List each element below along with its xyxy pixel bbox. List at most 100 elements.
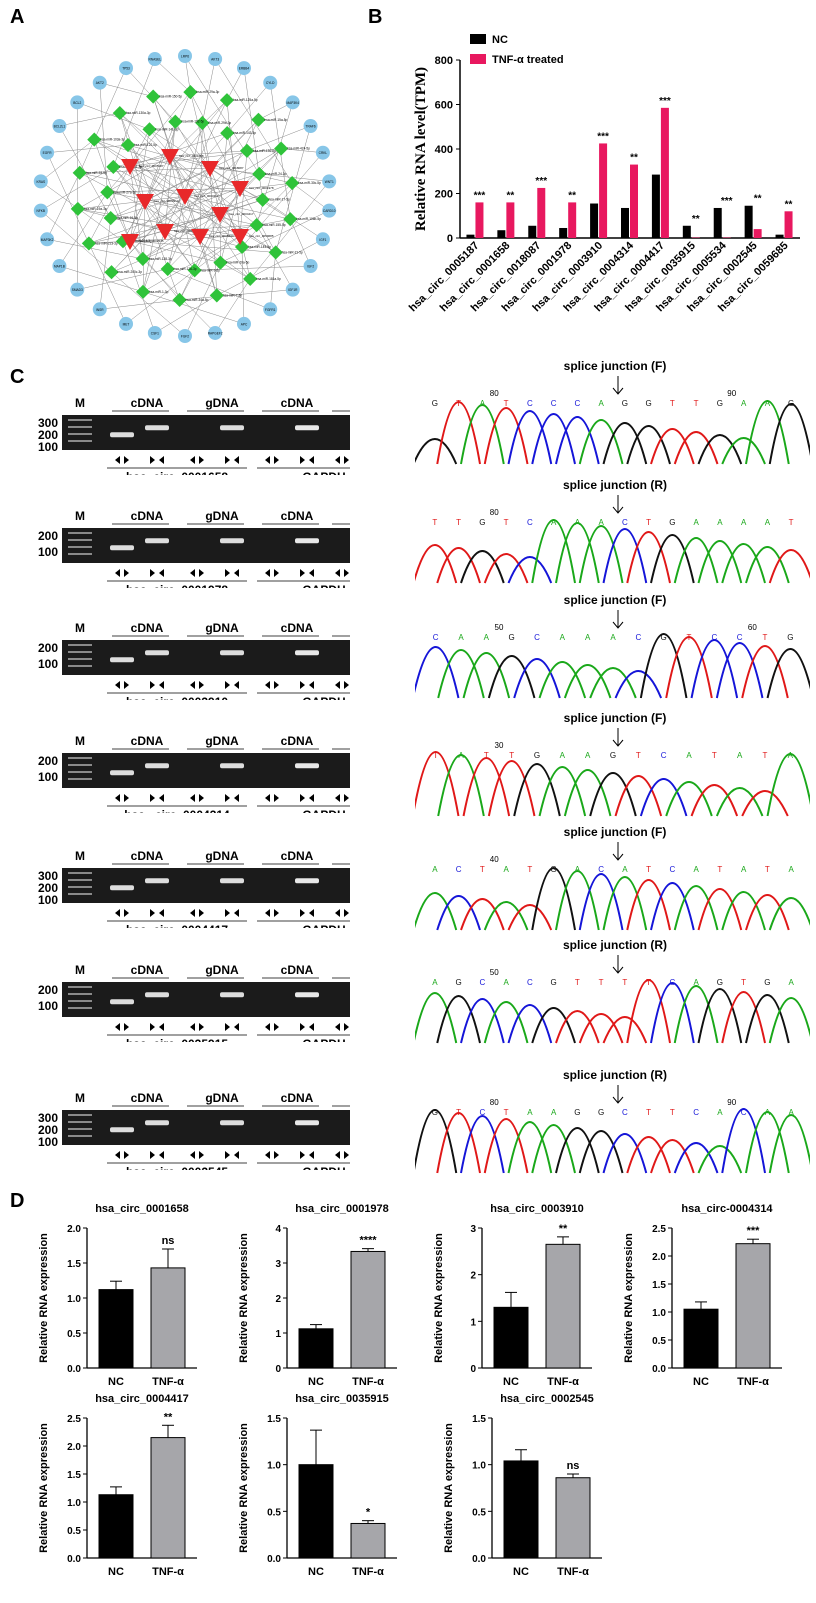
mirna-node	[283, 212, 298, 227]
base-call: T	[765, 865, 770, 874]
trace-peak	[589, 667, 637, 699]
base-call: G	[509, 633, 515, 642]
base-call: C	[741, 1108, 747, 1117]
chromatogram: splice junction (F)C A A G C A A A C G T C C T G50 60	[415, 593, 810, 699]
trace-peak	[483, 1118, 529, 1174]
circrna-node	[121, 234, 139, 250]
bar	[568, 202, 577, 238]
network-edge	[129, 129, 150, 242]
position-number: 80	[490, 508, 499, 517]
splice-junction-title: splice junction (F)	[564, 711, 667, 725]
divergent-primer-icon	[190, 681, 204, 689]
circrna-node	[176, 189, 194, 205]
significance-label: ****	[359, 1235, 377, 1247]
network-edge	[47, 239, 143, 260]
lane-header: gDNA	[205, 396, 239, 410]
gel-band	[110, 885, 134, 891]
lane-header: gDNA	[205, 509, 239, 523]
base-call: C	[527, 399, 533, 408]
base-call: C	[635, 633, 641, 642]
divergent-primer-icon	[335, 794, 349, 802]
y-tick-label: 1.5	[472, 1414, 486, 1425]
trace-peak	[531, 867, 576, 931]
network-edge	[107, 192, 221, 215]
circrna-node-label: hsa_circ_0004417	[229, 212, 254, 216]
y-tick-label: 4	[275, 1224, 281, 1235]
base-call: T	[646, 518, 651, 527]
mirna-node-label: hsa-miR-17-5p	[269, 198, 290, 202]
trace-peak	[563, 769, 612, 817]
mirna-node-label: hsa-miR-29a-3p	[196, 90, 219, 94]
network-edge	[199, 218, 291, 237]
network-edge	[129, 132, 228, 242]
gel-image	[62, 415, 350, 450]
mirna-node-label: hsa-miR-106b-5p	[296, 217, 321, 221]
mirna-node	[160, 261, 175, 277]
circrna-name: hsa_circ_0001978	[126, 583, 228, 588]
qpcr-bar-chart: hsa_circ_0001978 0 1 2 3 4 Relative RNA expres…	[238, 1203, 397, 1388]
base-call: C	[534, 633, 540, 642]
y-tick-label: 200	[435, 189, 453, 201]
gene-node	[119, 316, 134, 331]
significance-label: **	[692, 214, 700, 225]
mirna-node	[70, 201, 85, 216]
trace-peak	[715, 642, 764, 699]
network-edge	[125, 270, 195, 325]
circrna-node	[156, 224, 174, 240]
network-edge	[199, 235, 218, 296]
network-edge	[164, 230, 251, 280]
x-tick-label: TNF-α	[352, 1566, 384, 1578]
gel-band	[295, 763, 319, 769]
lane-header: cDNA	[131, 621, 164, 635]
y-tick-label: 0.0	[67, 1364, 81, 1375]
gel-band	[145, 538, 169, 544]
divergent-primer-icon	[335, 1151, 349, 1159]
bar	[682, 225, 691, 238]
ladder-band	[68, 644, 92, 646]
junction-arrow-icon	[612, 376, 624, 395]
network-edge	[209, 167, 260, 175]
gene-node	[322, 203, 337, 218]
mirna-node-label: hsa-miR-93-5p	[86, 171, 107, 175]
gene-node	[236, 316, 251, 331]
gene-node-label: BCL2	[73, 101, 81, 105]
y-tick-label: 1.5	[267, 1414, 281, 1425]
base-call: A	[598, 399, 604, 408]
base-call: A	[575, 865, 581, 874]
ladder-band	[68, 893, 92, 895]
circrna-node-label: hsa_circ_0002545	[139, 239, 164, 243]
circrna-name: hsa_circ_0002545	[126, 1165, 228, 1170]
trace-peak	[626, 1136, 671, 1174]
x-tick-label: TNF-α	[152, 1376, 184, 1388]
convergent-primer-icon	[150, 681, 164, 689]
network-edge	[184, 262, 221, 337]
mirna-node	[142, 122, 157, 137]
base-call: T	[646, 865, 651, 874]
position-number: 50	[495, 623, 504, 632]
network-edge	[77, 208, 241, 237]
base-call: A	[788, 751, 794, 760]
trace-peak	[483, 553, 529, 584]
base-call: T	[694, 399, 699, 408]
trace-peak	[460, 998, 505, 1044]
trace-peak	[462, 757, 511, 817]
network-edge	[214, 278, 251, 334]
bar	[753, 229, 762, 238]
y-tick-label: 2.0	[652, 1252, 666, 1263]
trace-peak	[415, 992, 458, 1044]
bar	[497, 230, 506, 238]
x-tick-label: NC	[308, 1566, 324, 1578]
trace-peak	[436, 547, 481, 584]
mirna-node-label: hsa-miR-214-3p	[129, 239, 152, 243]
trace-peak	[538, 766, 587, 817]
mirna-node	[252, 166, 267, 182]
network-edge	[129, 165, 221, 263]
trace-peak	[460, 1115, 505, 1174]
divergent-primer-icon	[265, 569, 279, 577]
gel-band	[295, 538, 319, 544]
trace-peak	[768, 897, 810, 931]
mirna-node-label: hsa-miR-30c-5p	[298, 181, 321, 185]
trace-peak	[745, 894, 790, 931]
network-edge	[239, 150, 248, 237]
circrna-node-label: hsa_circ_0005534	[209, 234, 234, 238]
